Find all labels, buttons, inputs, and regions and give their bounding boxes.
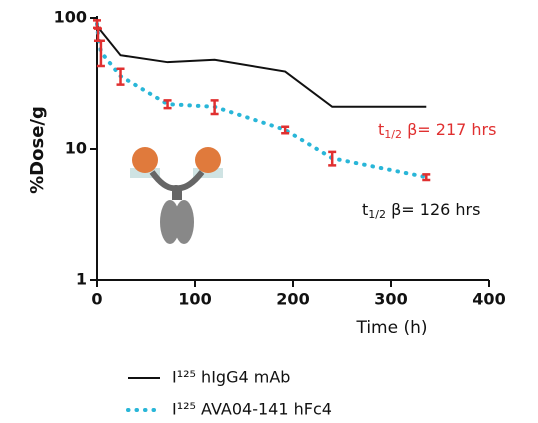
annotation: t1/2 β= 126 hrs <box>362 200 480 222</box>
error-bar <box>210 99 219 116</box>
legend-label: I¹²⁵ AVA04-141 hFc4 <box>172 400 332 419</box>
x-tick-label: 0 <box>91 290 102 309</box>
x-tick-label: 100 <box>178 290 211 309</box>
x-axis-label: Time (h) <box>355 318 427 338</box>
annotation: t1/2 β= 217 hrs <box>378 120 496 142</box>
error-bar <box>163 99 172 110</box>
annotation-rest: β= 126 hrs <box>386 200 480 219</box>
y-tick-label: 100 <box>54 8 87 27</box>
annotation-rest: β= 217 hrs <box>402 120 496 139</box>
error-bar <box>96 39 105 68</box>
error-bar <box>281 125 290 135</box>
y-axis-label: %Dose/g <box>27 106 48 194</box>
error-bar <box>328 150 337 167</box>
x-tick-label: 400 <box>472 290 505 309</box>
annotation-sub: 1/2 <box>368 208 386 221</box>
annotation-t: t <box>362 200 368 219</box>
annotation-t: t <box>378 120 384 139</box>
error-bar <box>422 173 431 182</box>
error-bar <box>116 67 125 86</box>
annotation-sub: 1/2 <box>384 128 402 141</box>
x-tick-label: 200 <box>276 290 309 309</box>
antibody-icon <box>130 147 223 244</box>
y-tick-label: 10 <box>65 139 87 158</box>
x-tick-label: 300 <box>374 290 407 309</box>
error-bar <box>93 19 101 30</box>
series-line <box>96 20 427 108</box>
legend-label: I¹²⁵ hIgG4 mAb <box>172 368 290 387</box>
y-tick-label: 1 <box>76 270 87 289</box>
